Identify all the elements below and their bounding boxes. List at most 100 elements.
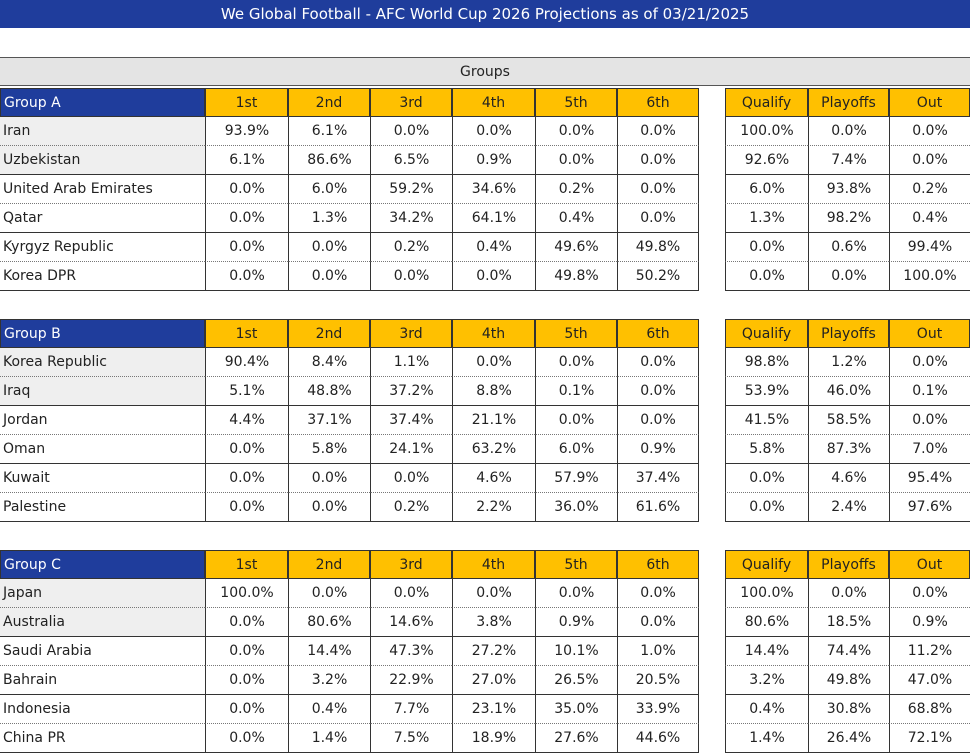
position-probability: 7.7% (370, 695, 452, 724)
position-probability: 1.3% (288, 204, 370, 233)
position-probability: 0.0% (205, 608, 288, 637)
position-probability: 6.1% (288, 117, 370, 146)
position-probability: 4.6% (452, 464, 535, 493)
position-probability: 0.2% (535, 175, 617, 204)
group-name: Group C (0, 550, 205, 579)
column-header: 3rd (370, 550, 452, 579)
position-probability: 21.1% (452, 406, 535, 435)
outcome-probability: 41.5% (725, 406, 808, 435)
outcome-probability: 49.8% (808, 666, 889, 695)
position-probability: 0.0% (205, 233, 288, 262)
position-probability: 0.0% (617, 406, 699, 435)
outcome-probability: 0.0% (889, 348, 970, 377)
position-probability: 80.6% (288, 608, 370, 637)
outcome-probability: 0.0% (889, 146, 970, 175)
position-probability: 26.5% (535, 666, 617, 695)
position-probability: 0.0% (617, 175, 699, 204)
position-probability: 36.0% (535, 493, 617, 522)
outcome-probability: 100.0% (725, 117, 808, 146)
outcome-probability: 0.0% (808, 262, 889, 291)
position-probability: 86.6% (288, 146, 370, 175)
position-probability: 27.6% (535, 724, 617, 753)
outcome-probability: 0.0% (808, 579, 889, 608)
position-probability: 34.2% (370, 204, 452, 233)
column-header: 6th (617, 319, 699, 348)
position-probability: 37.2% (370, 377, 452, 406)
position-probability: 0.0% (205, 204, 288, 233)
position-probability: 0.0% (205, 175, 288, 204)
position-probability: 37.4% (370, 406, 452, 435)
position-probability: 0.0% (535, 348, 617, 377)
position-probability: 0.4% (288, 695, 370, 724)
position-probability: 49.8% (617, 233, 699, 262)
position-probability: 93.9% (205, 117, 288, 146)
column-header: 6th (617, 88, 699, 117)
team-name: Korea DPR (0, 262, 205, 291)
position-probability: 0.0% (370, 579, 452, 608)
column-header: 1st (205, 88, 288, 117)
outcome-probability: 1.3% (725, 204, 808, 233)
outcome-probability: 0.6% (808, 233, 889, 262)
position-probability: 0.0% (617, 204, 699, 233)
position-probability: 0.0% (617, 608, 699, 637)
position-probability: 0.1% (535, 377, 617, 406)
outcome-probability: 98.2% (808, 204, 889, 233)
position-probability: 0.9% (617, 435, 699, 464)
position-probability: 0.0% (370, 464, 452, 493)
column-header: 2nd (288, 88, 370, 117)
position-probability: 0.0% (288, 493, 370, 522)
position-probability: 63.2% (452, 435, 535, 464)
position-probability: 0.0% (452, 579, 535, 608)
position-probability: 0.0% (205, 493, 288, 522)
outcome-probability: 47.0% (889, 666, 970, 695)
position-probability: 6.1% (205, 146, 288, 175)
position-probability: 61.6% (617, 493, 699, 522)
outcome-probability: 0.0% (808, 117, 889, 146)
outcome-probability: 0.4% (889, 204, 970, 233)
position-probability: 8.4% (288, 348, 370, 377)
position-probability: 0.0% (452, 117, 535, 146)
outcome-probability: 93.8% (808, 175, 889, 204)
team-name: Iran (0, 117, 205, 146)
position-probability: 0.2% (370, 233, 452, 262)
column-header: Qualify (725, 550, 808, 579)
column-header: Qualify (725, 319, 808, 348)
position-probability: 49.6% (535, 233, 617, 262)
position-probability: 0.0% (205, 262, 288, 291)
position-probability: 0.9% (452, 146, 535, 175)
column-header: Qualify (725, 88, 808, 117)
position-probability: 0.0% (205, 464, 288, 493)
outcome-probability: 99.4% (889, 233, 970, 262)
outcome-probability: 1.4% (725, 724, 808, 753)
outcome-probability: 0.9% (889, 608, 970, 637)
outcome-probability: 4.6% (808, 464, 889, 493)
team-name: Bahrain (0, 666, 205, 695)
team-name: Uzbekistan (0, 146, 205, 175)
team-name: Saudi Arabia (0, 637, 205, 666)
position-probability: 5.1% (205, 377, 288, 406)
section-header: Groups (0, 57, 970, 86)
position-probability: 0.0% (205, 695, 288, 724)
outcome-probability: 100.0% (725, 579, 808, 608)
outcome-probability: 53.9% (725, 377, 808, 406)
outcome-probability: 3.2% (725, 666, 808, 695)
team-name: United Arab Emirates (0, 175, 205, 204)
position-probability: 1.1% (370, 348, 452, 377)
position-probability: 1.4% (288, 724, 370, 753)
column-header: 2nd (288, 319, 370, 348)
column-header: Playoffs (808, 319, 889, 348)
position-probability: 0.0% (452, 348, 535, 377)
position-probability: 35.0% (535, 695, 617, 724)
outcome-probability: 58.5% (808, 406, 889, 435)
position-probability: 50.2% (617, 262, 699, 291)
position-probability: 47.3% (370, 637, 452, 666)
position-probability: 2.2% (452, 493, 535, 522)
column-header: 1st (205, 550, 288, 579)
outcome-probability: 92.6% (725, 146, 808, 175)
outcome-probability: 87.3% (808, 435, 889, 464)
position-probability: 0.0% (617, 348, 699, 377)
team-name: Australia (0, 608, 205, 637)
outcome-probability: 30.8% (808, 695, 889, 724)
team-name: Iraq (0, 377, 205, 406)
outcome-probability: 0.2% (889, 175, 970, 204)
